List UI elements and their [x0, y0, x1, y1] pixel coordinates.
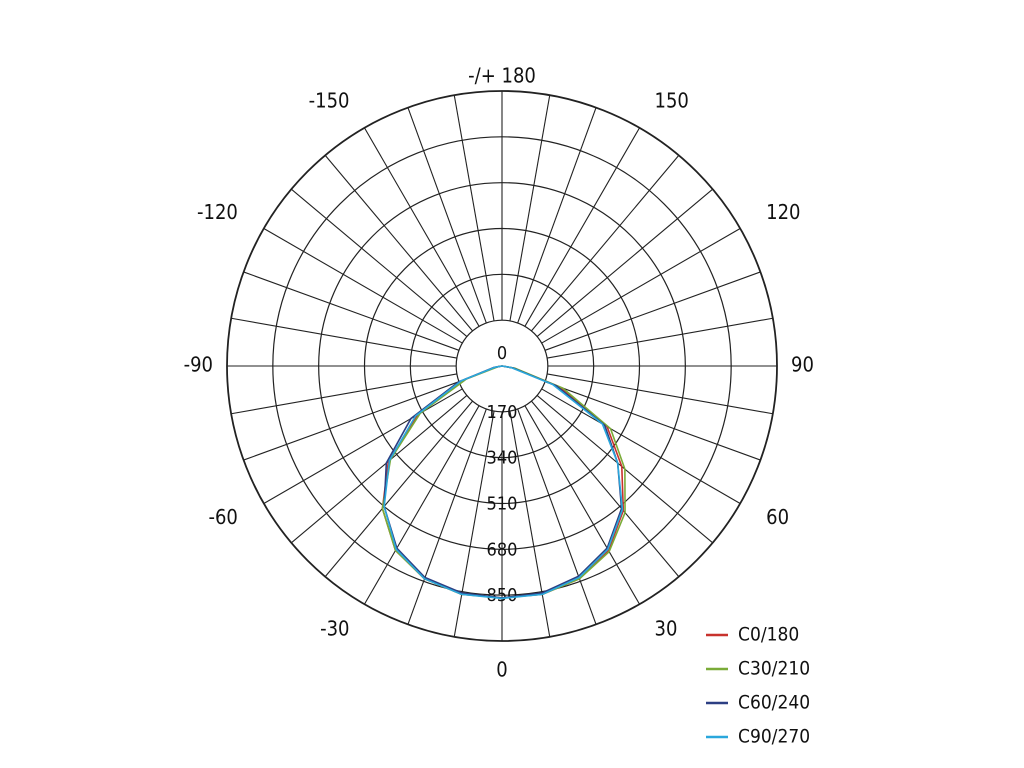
grid-spoke — [453, 95, 495, 321]
legend: C0/180 C30/210 C60/240 C90/270 — [706, 624, 810, 748]
radial-tick-label: 850 — [487, 585, 518, 606]
grid-spoke — [263, 228, 463, 344]
angle-label: -150 — [309, 88, 350, 112]
grid-spoke — [324, 400, 473, 578]
grid-spoke — [509, 411, 551, 637]
angle-label: -30 — [320, 617, 349, 641]
grid-spoke — [364, 127, 480, 327]
grid-spoke — [509, 95, 551, 321]
series-line — [383, 365, 624, 600]
grid-spoke — [517, 107, 597, 324]
angle-label: 0 — [496, 658, 507, 682]
series-line — [383, 365, 623, 599]
angle-labels: -/+ 180 150 -150 120 -120 90 -90 60 -60 30 -30 0 — [184, 64, 814, 682]
grid-spoke — [290, 188, 468, 337]
grid-spoke — [407, 408, 487, 625]
grid-spoke — [407, 107, 487, 324]
grid-spoke — [324, 154, 473, 332]
grid-spoke — [524, 405, 640, 605]
angle-label: 60 — [766, 505, 789, 529]
angle-label: -/+ 180 — [468, 64, 536, 88]
grid-spoke — [544, 381, 761, 461]
grid-spoke — [453, 411, 495, 637]
grid-spoke — [547, 373, 773, 415]
grid-spoke — [243, 381, 460, 461]
grid-spoke — [524, 127, 640, 327]
legend-label: C60/240 — [738, 692, 810, 714]
radial-tick-label: 680 — [487, 539, 518, 560]
radial-tick-label: 340 — [487, 448, 518, 469]
grid-spoke — [547, 317, 773, 359]
grid-spoke — [231, 317, 457, 359]
grid-spoke — [231, 373, 457, 415]
grid-spoke — [243, 271, 460, 351]
grid-spoke — [531, 400, 680, 578]
radial-tick-label: 510 — [487, 494, 518, 515]
angle-label: -90 — [184, 353, 213, 377]
intensity-curves — [381, 365, 626, 600]
grid-spoke — [531, 154, 680, 332]
angle-label: -120 — [197, 200, 238, 224]
legend-label: C30/210 — [738, 658, 810, 680]
angle-label: -60 — [208, 505, 237, 529]
grid-spoke — [541, 388, 741, 504]
grid-spoke — [544, 271, 761, 351]
series-line — [381, 365, 626, 599]
grid-spoke — [263, 388, 463, 504]
legend-label: C0/180 — [738, 624, 799, 646]
radial-tick-labels: 0 170 340 510 680 850 — [487, 343, 518, 606]
angle-label: 150 — [655, 88, 689, 112]
grid-spoke — [290, 395, 468, 544]
legend-label: C90/270 — [738, 726, 810, 748]
grid-spoke — [517, 408, 597, 625]
grid-spoke — [364, 405, 480, 605]
angle-label: 120 — [766, 200, 800, 224]
radial-tick-label: 170 — [487, 402, 518, 423]
grid-spoke — [541, 228, 741, 344]
angle-label: 30 — [655, 617, 678, 641]
radial-tick-label: 0 — [497, 343, 507, 364]
angle-label: 90 — [791, 353, 814, 377]
grid-spoke — [536, 188, 714, 337]
